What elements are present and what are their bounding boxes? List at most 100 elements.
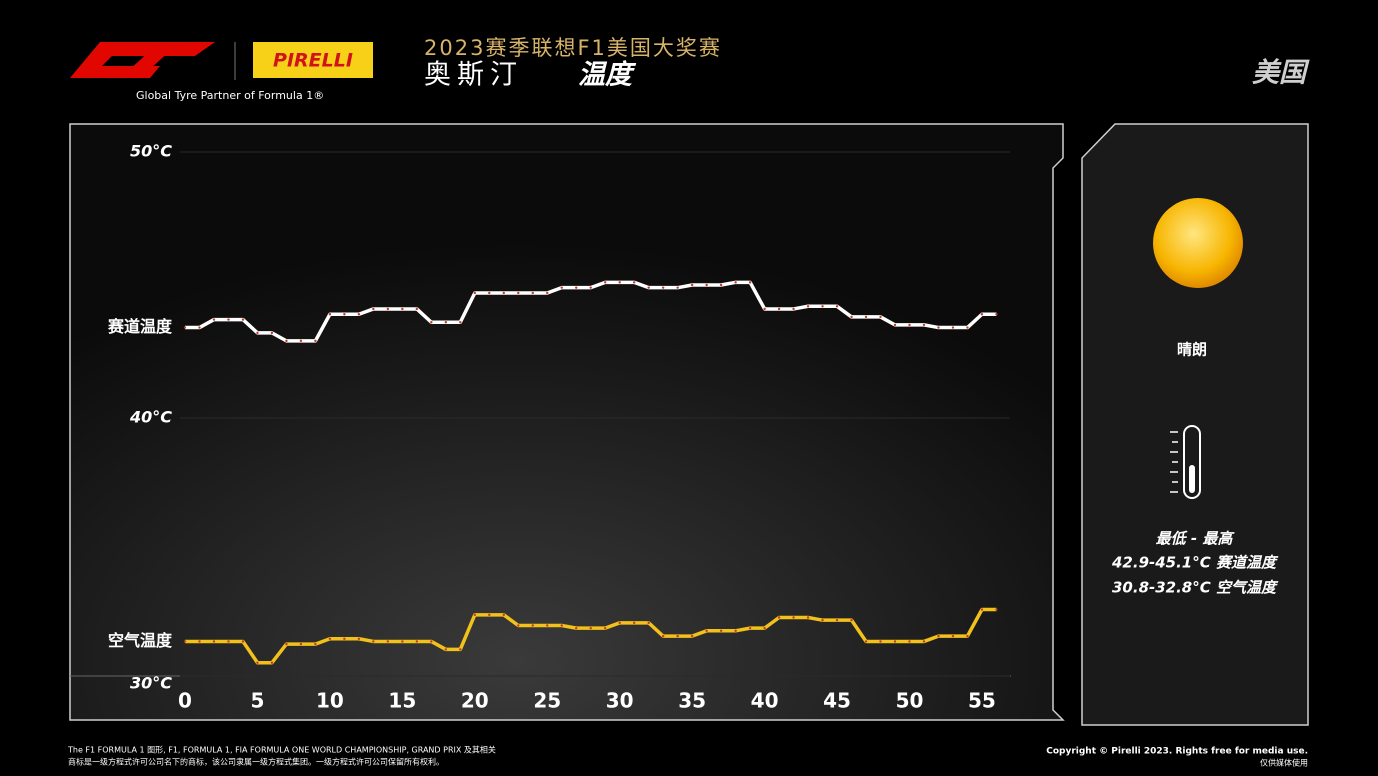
- point-marker: [879, 640, 882, 643]
- x-tick-label: 0: [178, 689, 192, 713]
- point-marker: [183, 640, 187, 643]
- point-marker: [589, 626, 592, 630]
- point-marker: [415, 640, 419, 643]
- point-marker: [922, 640, 926, 643]
- subject: 温度: [578, 60, 637, 91]
- point-marker: [763, 307, 766, 311]
- point-marker: [328, 313, 332, 316]
- point-marker: [589, 286, 592, 289]
- point-marker: [777, 616, 781, 619]
- point-marker: [806, 616, 810, 619]
- point-marker: [241, 640, 245, 643]
- point-marker: [893, 640, 897, 643]
- country: 美国: [1252, 58, 1310, 89]
- point-marker: [488, 613, 491, 617]
- point-marker: [343, 313, 346, 316]
- point-marker: [835, 305, 839, 308]
- point-marker: [719, 283, 723, 287]
- x-tick-label: 40: [751, 689, 779, 713]
- pirelli-text: PIRELLI: [273, 50, 353, 72]
- point-marker: [618, 621, 621, 625]
- x-tick-label: 20: [461, 689, 489, 713]
- point-marker: [632, 621, 636, 625]
- point-marker: [879, 315, 882, 319]
- point-marker: [285, 642, 288, 646]
- point-marker: [575, 286, 578, 289]
- x-tick-label: 55: [968, 689, 996, 713]
- point-marker: [893, 323, 897, 327]
- point-marker: [821, 305, 824, 308]
- point-marker: [546, 624, 549, 627]
- point-marker: [560, 624, 563, 627]
- point-marker: [806, 305, 810, 308]
- point-marker: [792, 616, 795, 619]
- y-tick-label: 50°C: [130, 142, 172, 161]
- point-marker: [995, 313, 998, 316]
- point-marker: [531, 624, 534, 627]
- point-marker: [575, 626, 578, 630]
- point-marker: [256, 661, 259, 664]
- copyright: Copyright © Pirelli 2023. Rights free fo…: [1046, 747, 1308, 757]
- point-marker: [850, 618, 853, 622]
- point-marker: [951, 326, 955, 329]
- point-marker: [821, 618, 824, 622]
- point-marker: [835, 618, 839, 622]
- point-marker: [444, 321, 448, 324]
- point-marker: [719, 629, 723, 632]
- point-marker: [212, 640, 216, 643]
- f1-logo: [70, 42, 215, 78]
- point-marker: [270, 661, 274, 664]
- point-marker: [734, 629, 737, 632]
- point-marker: [517, 291, 520, 295]
- point-marker: [908, 640, 911, 643]
- point-marker: [748, 281, 752, 284]
- point-marker: [951, 634, 955, 638]
- point-marker: [299, 339, 303, 343]
- point-marker: [343, 637, 346, 640]
- point-marker: [386, 640, 390, 643]
- point-marker: [850, 315, 853, 319]
- point-marker: [430, 640, 433, 643]
- point-marker: [734, 281, 737, 284]
- point-marker: [357, 313, 361, 316]
- point-marker: [937, 634, 940, 638]
- point-marker: [401, 307, 404, 311]
- title: 2023赛季联想F1美国大奖赛: [424, 36, 722, 60]
- point-marker: [690, 283, 694, 287]
- series-label: 赛道温度: [107, 317, 173, 336]
- x-tick-label: 45: [823, 689, 851, 713]
- media-note: 仅供媒体使用: [1260, 758, 1308, 768]
- condition: 晴朗: [1177, 341, 1207, 359]
- point-marker: [966, 634, 969, 638]
- point-marker: [314, 642, 317, 646]
- point-marker: [430, 321, 433, 324]
- legal-line: 商标是一级方程式许可公司名下的商标，该公司隶属一级方程式集团。一级方程式许可公司…: [68, 757, 444, 767]
- point-marker: [604, 626, 607, 630]
- point-marker: [937, 326, 940, 329]
- point-marker: [227, 318, 230, 321]
- point-marker: [459, 648, 462, 651]
- point-marker: [864, 640, 868, 643]
- pirelli-logo: [253, 42, 373, 78]
- legal-line: The F1 FORMULA 1 图形, F1, FORMULA 1, FIA …: [67, 745, 496, 755]
- y-tick-label: 30°C: [130, 674, 172, 693]
- x-tick-label: 35: [678, 689, 706, 713]
- point-marker: [299, 642, 303, 646]
- point-marker: [285, 339, 288, 343]
- point-marker: [560, 286, 563, 289]
- point-marker: [676, 286, 679, 289]
- point-marker: [270, 331, 274, 335]
- point-marker: [256, 331, 259, 335]
- point-marker: [922, 323, 926, 327]
- point-marker: [328, 637, 332, 640]
- point-marker: [372, 640, 375, 643]
- point-marker: [227, 640, 230, 643]
- point-marker: [212, 318, 216, 321]
- point-marker: [459, 321, 462, 324]
- point-marker: [372, 307, 375, 311]
- city: 奥斯汀: [424, 60, 523, 91]
- point-marker: [386, 307, 390, 311]
- series-label: 空气温度: [108, 631, 173, 650]
